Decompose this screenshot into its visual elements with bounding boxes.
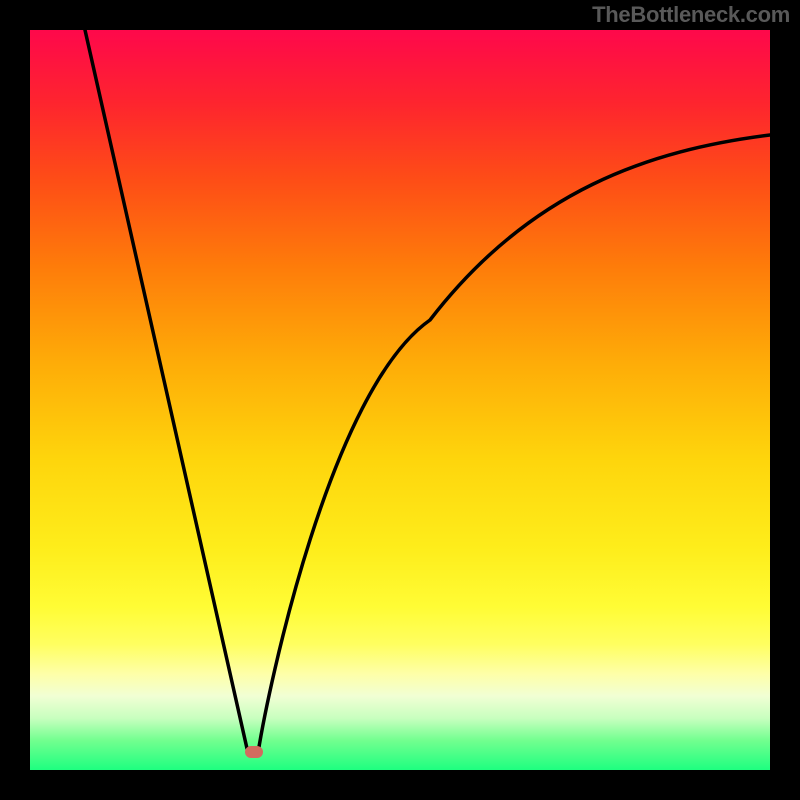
bottleneck-curve [30,30,770,770]
watermark-text: TheBottleneck.com [592,2,790,28]
optimum-marker [245,746,263,758]
plot-area [30,30,770,770]
